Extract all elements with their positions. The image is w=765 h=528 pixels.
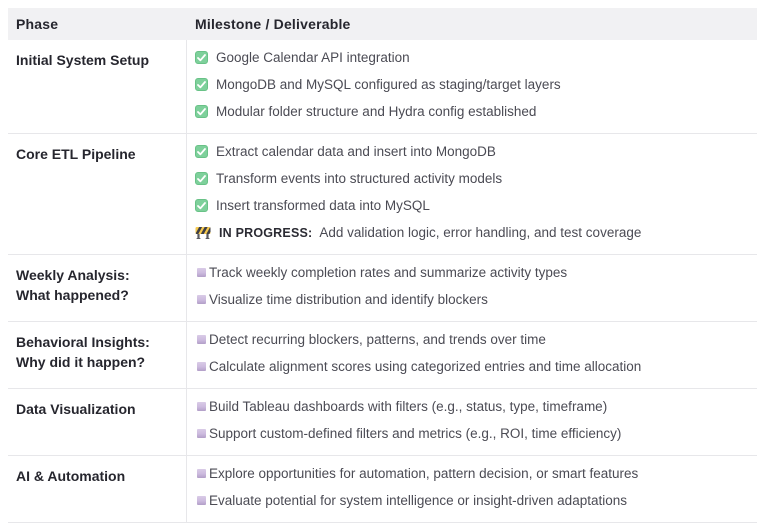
milestone-item: Build Tableau dashboards with filters (e…: [195, 393, 749, 420]
milestone-text: Transform events into structured activit…: [216, 171, 503, 186]
phase-cell: AI & Automation: [8, 456, 187, 522]
milestone-item: IN PROGRESS: Add validation logic, error…: [195, 219, 749, 246]
milestone-item: Modular folder structure and Hydra confi…: [195, 98, 749, 125]
milestone-text: Track weekly completion rates and summar…: [209, 265, 568, 280]
milestone-item: Track weekly completion rates and summar…: [195, 259, 749, 286]
milestones-cell: Google Calendar API integration MongoDB …: [187, 40, 757, 133]
construction-barrier-icon: [195, 226, 211, 239]
column-header-phase: Phase: [16, 16, 59, 32]
check-icon: [195, 51, 208, 64]
phase-cell: Initial System Setup: [8, 40, 187, 133]
check-icon: [195, 78, 208, 91]
milestone-text: Insert transformed data into MySQL: [216, 198, 430, 213]
milestone-item: Calculate alignment scores using categor…: [195, 353, 749, 380]
table-row: Initial System Setup Google Calendar API…: [8, 40, 757, 134]
bullet-square-icon: [197, 469, 206, 478]
column-header-milestone: Milestone / Deliverable: [195, 16, 351, 32]
phase-cell: Data Visualization: [8, 389, 187, 455]
milestone-text: Visualize time distribution and identify…: [209, 292, 488, 307]
milestone-text: Extract calendar data and insert into Mo…: [216, 144, 496, 159]
bullet-square-icon: [197, 362, 206, 371]
milestone-item: Detect recurring blockers, patterns, and…: [195, 326, 749, 353]
bullet-square-icon: [197, 295, 206, 304]
bullet-square-icon: [197, 268, 206, 277]
milestone-text: Build Tableau dashboards with filters (e…: [209, 399, 608, 414]
milestone-text: Modular folder structure and Hydra confi…: [216, 104, 537, 119]
milestones-cell: Extract calendar data and insert into Mo…: [187, 134, 757, 254]
table-header: Phase Milestone / Deliverable: [8, 8, 757, 40]
milestone-text: Evaluate potential for system intelligen…: [209, 493, 627, 508]
milestones-cell: Detect recurring blockers, patterns, and…: [187, 322, 757, 388]
bullet-square-icon: [197, 429, 206, 438]
milestone-text: Calculate alignment scores using categor…: [209, 359, 642, 374]
check-icon: [195, 105, 208, 118]
table-row: AI & Automation Explore opportunities fo…: [8, 456, 757, 523]
milestone-item: Visualize time distribution and identify…: [195, 286, 749, 313]
table-body: Initial System Setup Google Calendar API…: [8, 40, 757, 523]
bullet-square-icon: [197, 335, 206, 344]
bullet-square-icon: [197, 402, 206, 411]
bullet-square-icon: [197, 496, 206, 505]
check-icon: [195, 199, 208, 212]
milestone-text: Add validation logic, error handling, an…: [319, 225, 642, 240]
phase-cell: Weekly Analysis: What happened?: [8, 255, 187, 321]
milestone-item: Insert transformed data into MySQL: [195, 192, 749, 219]
milestone-text: Explore opportunities for automation, pa…: [209, 466, 639, 481]
milestone-item: Google Calendar API integration: [195, 44, 749, 71]
table-row: Weekly Analysis: What happened? Track we…: [8, 255, 757, 322]
table-row: Data Visualization Build Tableau dashboa…: [8, 389, 757, 456]
table-row: Core ETL Pipeline Extract calendar data …: [8, 134, 757, 255]
milestone-item: Evaluate potential for system intelligen…: [195, 487, 749, 514]
milestone-text: Support custom-defined filters and metri…: [209, 426, 622, 441]
milestone-item: Explore opportunities for automation, pa…: [195, 460, 749, 487]
check-icon: [195, 172, 208, 185]
milestone-item: Support custom-defined filters and metri…: [195, 420, 749, 447]
milestone-item: MongoDB and MySQL configured as staging/…: [195, 71, 749, 98]
phase-cell: Core ETL Pipeline: [8, 134, 187, 254]
check-icon: [195, 145, 208, 158]
milestone-text: Google Calendar API integration: [216, 50, 410, 65]
milestone-text: Detect recurring blockers, patterns, and…: [209, 332, 546, 347]
milestones-cell: Build Tableau dashboards with filters (e…: [187, 389, 757, 455]
milestone-item: Transform events into structured activit…: [195, 165, 749, 192]
milestone-item: Extract calendar data and insert into Mo…: [195, 138, 749, 165]
table-row: Behavioral Insights: Why did it happen? …: [8, 322, 757, 389]
milestones-table: Phase Milestone / Deliverable Initial Sy…: [8, 8, 757, 523]
in-progress-label: IN PROGRESS:: [219, 225, 313, 240]
phase-cell: Behavioral Insights: Why did it happen?: [8, 322, 187, 388]
milestones-cell: Track weekly completion rates and summar…: [187, 255, 757, 321]
milestone-text: MongoDB and MySQL configured as staging/…: [216, 77, 561, 92]
milestones-cell: Explore opportunities for automation, pa…: [187, 456, 757, 522]
